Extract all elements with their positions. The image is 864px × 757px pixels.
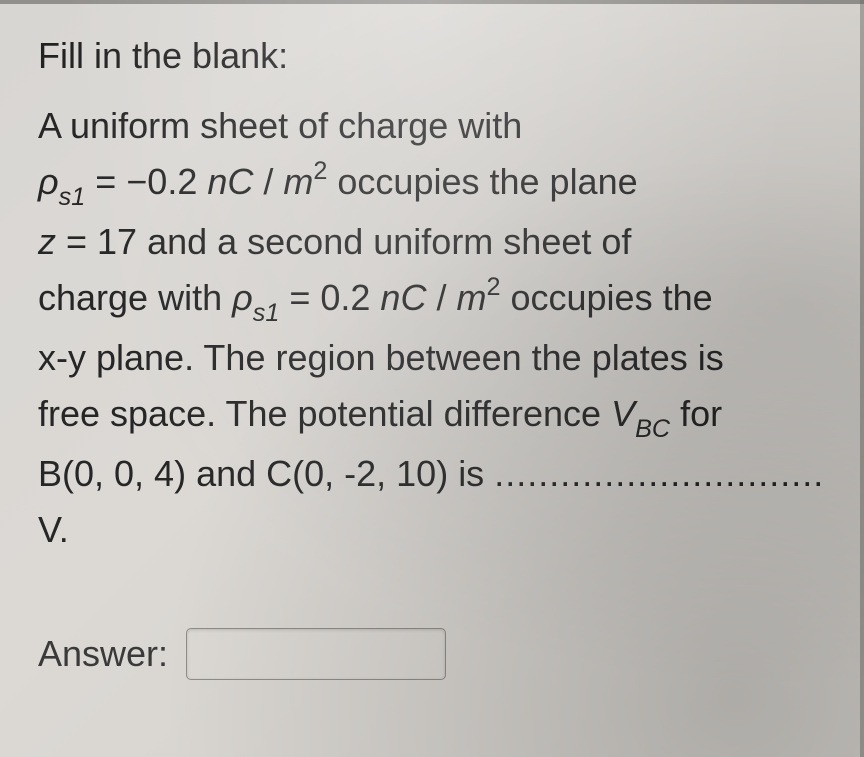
text-l6a: B(0, 0, 4) and C(0, -2, 10) is [38,453,494,494]
text-l3a: charge with [38,277,232,318]
line-1: A uniform sheet of charge with [38,98,836,154]
sub-s1-a: s1 [59,183,86,211]
text-l1b: occupies the plane [327,161,637,202]
sq-1: 2 [313,157,327,185]
V-var: V [611,393,635,434]
answer-label: Answer: [38,633,168,675]
text-l7: V. [38,509,69,550]
text-l5a: free space. The potential difference [38,393,611,434]
line-4: charge with ρs1 = 0.2 nC / m2 occupies t… [38,270,836,330]
slash-1: / [253,161,283,202]
rho-2: ρ [232,277,253,318]
right-edge-shadow [860,0,864,757]
eq1: = [85,161,126,202]
line-2: ρs1 = −0.2 nC / m2 occupies the plane [38,154,836,214]
line-8: V. [38,502,836,558]
line-6: free space. The potential difference VBC… [38,386,836,446]
line-7: B(0, 0, 4) and C(0, -2, 10) is .........… [38,446,836,502]
unit-nc-2: nC [380,277,426,318]
prompt-line: Fill in the blank: [38,28,836,84]
text-l4: x-y plane. The region between the plates… [38,337,724,378]
text-l2: = 17 and a second uniform sheet of [56,221,631,262]
answer-input[interactable] [186,628,446,680]
rho-1: ρ [38,161,59,202]
question-block: Fill in the blank: A uniform sheet of ch… [38,28,836,558]
line-5: x-y plane. The region between the plates… [38,330,836,386]
sub-bc: BC [635,415,670,443]
eq3: = 0.2 [279,277,380,318]
unit-m-2: m [456,277,486,318]
neg-sign: − [126,161,147,202]
sq-2: 2 [486,273,500,301]
unit-nc-1: nC [207,161,253,202]
text-l3b: occupies the [500,277,712,318]
answer-row: Answer: [38,628,836,680]
val1: 0.2 [147,161,207,202]
blank-dots: .............................. [494,453,824,494]
line-3: z = 17 and a second uniform sheet of [38,214,836,270]
unit-m-1: m [283,161,313,202]
z-var: z [38,221,56,262]
slash-2: / [426,277,456,318]
text-l1a: A uniform sheet of charge with [38,105,522,146]
sub-s1-b: s1 [253,299,280,327]
text-l5b: for [670,393,722,434]
